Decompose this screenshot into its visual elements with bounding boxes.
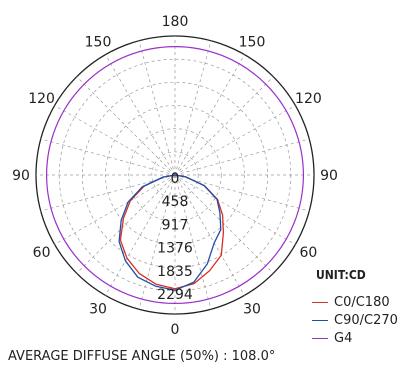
grid-spoke	[138, 174, 176, 310]
grid-spoke	[174, 174, 245, 296]
grid-spoke	[40, 138, 176, 176]
angle-label: 180	[162, 14, 189, 30]
grid-spoke	[105, 54, 176, 176]
legend-item: C90/C270	[312, 311, 398, 329]
grid-spoke	[174, 40, 212, 176]
angle-label: 60	[33, 245, 51, 261]
angle-label: 120	[28, 91, 55, 107]
grid-spoke	[54, 174, 176, 245]
grid-spoke	[174, 174, 274, 274]
radial-tick-label: 2294	[157, 287, 193, 303]
grid-spoke	[76, 76, 176, 176]
legend-swatch	[312, 301, 328, 303]
unit-label: UNIT:CD	[316, 268, 366, 282]
angle-label: 30	[243, 301, 261, 317]
grid-spoke	[76, 174, 176, 274]
radial-tick-label: 1376	[157, 241, 193, 257]
grid-ring	[105, 105, 245, 245]
radial-tick-label: 458	[162, 194, 189, 210]
angle-label: 60	[299, 245, 317, 261]
angle-label: 0	[171, 322, 180, 338]
angle-label: 150	[239, 35, 266, 51]
grid-spoke	[174, 174, 212, 310]
series-g4	[46, 46, 304, 304]
angle-label: 150	[85, 35, 112, 51]
grid-ring	[151, 151, 199, 199]
series-c90-c270	[118, 174, 222, 291]
grid-spoke	[54, 105, 176, 176]
radial-tick-label: 1835	[157, 264, 193, 280]
grid-spoke	[174, 174, 296, 245]
legend-label: C90/C270	[334, 312, 398, 328]
legend: C0/C180 C90/C270 G4	[312, 293, 398, 347]
grid-spoke	[174, 174, 310, 212]
grid-ring	[128, 128, 222, 222]
grid-spoke	[40, 174, 176, 212]
radial-tick-label: 917	[162, 217, 189, 233]
grid-spoke	[138, 40, 176, 176]
angle-label: 120	[295, 91, 322, 107]
angle-label: 90	[320, 168, 338, 184]
legend-item: G4	[312, 329, 398, 347]
grid-spoke	[174, 138, 310, 176]
legend-swatch	[312, 337, 328, 339]
angle-label: 30	[89, 301, 107, 317]
average-diffuse-angle-note: AVERAGE DIFFUSE ANGLE (50%) : 108.0°	[8, 349, 276, 364]
grid-spoke	[174, 54, 245, 176]
legend-item: C0/C180	[312, 293, 398, 311]
grid-spoke	[174, 105, 296, 176]
legend-label: G4	[334, 330, 353, 346]
angle-label: 90	[12, 168, 30, 184]
grid-spoke	[105, 174, 176, 296]
radial-tick-label: 0	[171, 171, 180, 187]
legend-swatch	[312, 319, 328, 321]
legend-label: C0/C180	[334, 294, 390, 310]
grid-spoke	[174, 76, 274, 176]
